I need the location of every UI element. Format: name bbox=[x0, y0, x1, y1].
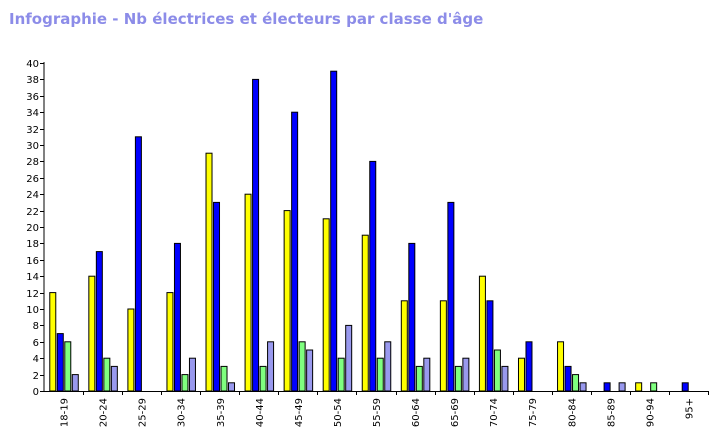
y-tick-label: 28 bbox=[26, 157, 39, 168]
bar bbox=[439, 300, 447, 392]
bar bbox=[337, 357, 345, 392]
bar bbox=[252, 78, 260, 392]
x-tick-label: 25-29 bbox=[138, 398, 149, 427]
x-tick-label: 55-59 bbox=[372, 398, 383, 427]
x-tick-label: 75-79 bbox=[528, 398, 539, 427]
bar bbox=[415, 365, 423, 392]
bar bbox=[462, 357, 470, 392]
bar bbox=[134, 136, 142, 392]
bar bbox=[291, 111, 299, 392]
y-tick-label: 24 bbox=[26, 190, 39, 201]
bar bbox=[64, 341, 72, 392]
bar bbox=[447, 201, 455, 392]
y-tick-label: 26 bbox=[26, 174, 39, 185]
bar bbox=[618, 382, 626, 392]
bar bbox=[369, 160, 377, 392]
y-tick-label: 4 bbox=[33, 354, 39, 365]
bar bbox=[525, 341, 533, 392]
bar bbox=[423, 357, 431, 392]
x-tick-label: 50-54 bbox=[333, 398, 344, 427]
x-tick-label: 20-24 bbox=[99, 398, 110, 427]
y-tick-label: 38 bbox=[26, 75, 39, 86]
bar bbox=[486, 300, 494, 392]
bar bbox=[384, 341, 392, 392]
bar bbox=[603, 382, 611, 392]
x-tick-label: 90-94 bbox=[645, 398, 656, 427]
bar bbox=[267, 341, 275, 392]
x-tick-label: 45-49 bbox=[294, 398, 305, 427]
bar bbox=[681, 382, 689, 392]
y-tick-label: 16 bbox=[26, 256, 39, 267]
bar bbox=[361, 234, 369, 392]
bar bbox=[71, 374, 79, 392]
y-tick-label: 20 bbox=[26, 223, 39, 234]
x-tick-label: 30-34 bbox=[177, 398, 188, 427]
y-tick-label: 10 bbox=[26, 305, 39, 316]
bar bbox=[345, 324, 353, 392]
bar bbox=[220, 365, 228, 392]
bar bbox=[244, 193, 252, 392]
bar bbox=[478, 275, 486, 392]
bar bbox=[283, 210, 291, 392]
bar bbox=[49, 292, 57, 392]
y-tick-label: 18 bbox=[26, 239, 39, 250]
bar bbox=[56, 333, 64, 392]
y-tick-label: 8 bbox=[33, 321, 39, 332]
x-tick-label: 60-64 bbox=[411, 398, 422, 427]
bar bbox=[298, 341, 306, 392]
chart-title: Infographie - Nb électrices et électeurs… bbox=[9, 10, 484, 28]
bar bbox=[88, 275, 96, 392]
bar bbox=[166, 292, 174, 392]
bar bbox=[259, 365, 267, 392]
bar bbox=[579, 382, 587, 392]
bar bbox=[572, 374, 580, 392]
bar bbox=[330, 70, 338, 392]
x-tick-label: 18-19 bbox=[60, 398, 71, 427]
bar bbox=[454, 365, 462, 392]
x-tick-label: 35-39 bbox=[216, 398, 227, 427]
y-tick-label: 12 bbox=[26, 289, 39, 300]
x-tick-label: 85-89 bbox=[606, 398, 617, 427]
bar bbox=[408, 242, 416, 392]
bar bbox=[557, 341, 565, 392]
y-tick-label: 22 bbox=[26, 207, 39, 218]
y-tick-label: 30 bbox=[26, 141, 39, 152]
bar bbox=[501, 365, 509, 392]
y-tick-label: 40 bbox=[26, 59, 39, 70]
x-tick-label: 70-74 bbox=[489, 398, 500, 427]
bar bbox=[635, 382, 643, 392]
y-tick-label: 0 bbox=[33, 387, 39, 398]
x-tick-label: 40-44 bbox=[255, 398, 266, 427]
bar bbox=[322, 218, 330, 392]
bar bbox=[228, 382, 236, 392]
x-tick-label: 80-84 bbox=[567, 398, 578, 427]
y-tick-label: 36 bbox=[26, 92, 39, 103]
bar bbox=[205, 152, 213, 392]
bar bbox=[306, 349, 314, 392]
bar bbox=[110, 365, 118, 392]
x-tick-label: 95+ bbox=[684, 398, 695, 419]
y-tick-label: 34 bbox=[26, 108, 39, 119]
bar bbox=[493, 349, 501, 392]
bar bbox=[95, 251, 103, 392]
bar bbox=[564, 365, 572, 392]
bar bbox=[650, 382, 658, 392]
bar bbox=[173, 242, 181, 392]
y-tick-label: 2 bbox=[33, 371, 39, 382]
bar bbox=[127, 308, 135, 392]
y-tick-label: 6 bbox=[33, 338, 39, 349]
x-tick-label: 65-69 bbox=[450, 398, 461, 427]
y-tick-label: 14 bbox=[26, 272, 39, 283]
bar bbox=[400, 300, 408, 392]
bar bbox=[213, 201, 221, 392]
bar bbox=[376, 357, 384, 392]
bar bbox=[517, 357, 525, 392]
bar bbox=[181, 374, 189, 392]
bar bbox=[188, 357, 196, 392]
y-tick-label: 32 bbox=[26, 125, 39, 136]
bar bbox=[103, 357, 111, 392]
